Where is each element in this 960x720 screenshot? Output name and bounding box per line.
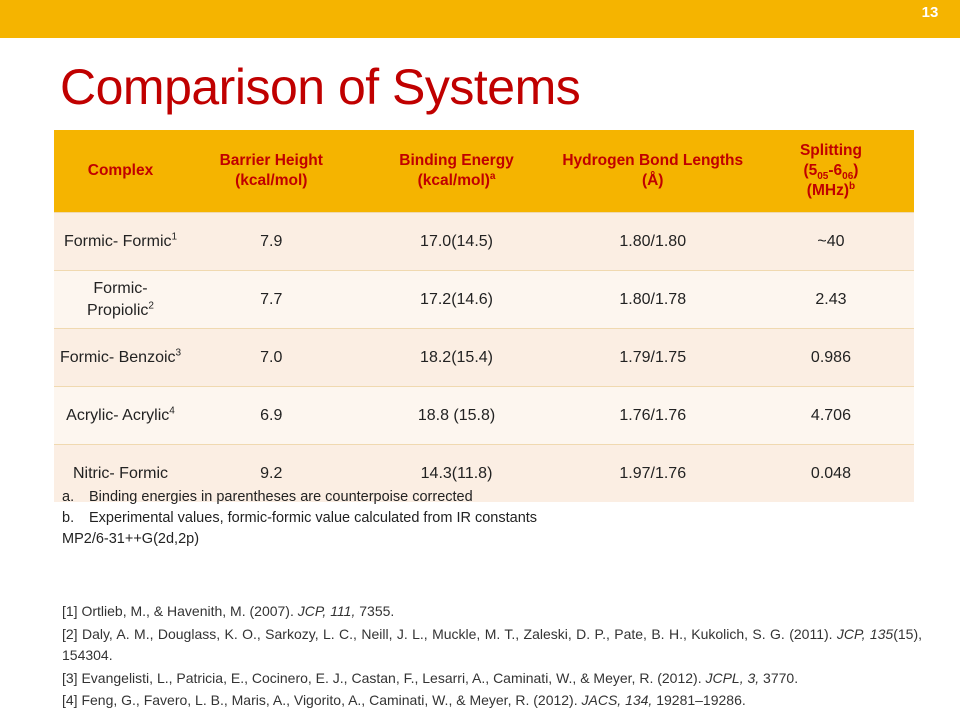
note-label: b. [62,510,75,526]
cell-hbond: 1.80/1.80 [557,212,748,271]
cell-splitting: 2.43 [747,270,914,329]
cell-barrier: 7.9 [187,212,356,271]
reference-item: [1] Ortlieb, M., & Havenith, M. (2007). … [62,603,395,619]
reference-item: [3] Evangelisti, L., Patricia, E., Cocin… [62,669,799,686]
header-splitting: Splitting (505-606) (MHz)b [747,130,914,213]
table-row: Formic- Propiolic2 7.7 17.2(14.6) 1.80/1… [54,270,914,329]
cell-barrier: 9.2 [187,444,356,502]
table-row: Acrylic- Acrylic4 6.9 18.8 (15.8) 1.76/1… [54,386,914,445]
cell-barrier: 7.7 [187,270,356,329]
table-notes: a. Binding energies in parentheses are c… [62,487,922,550]
cell-complex: Formic- Formic1 [54,212,188,271]
table-row: Formic- Formic1 7.9 17.0(14.5) 1.80/1.80… [54,212,914,271]
note-text: Experimental values, formic-formic value… [89,510,538,526]
cell-hbond: 1.97/1.76 [557,444,748,502]
comparison-table: Complex Barrier Height (kcal/mol) Bindin… [54,130,914,502]
cell-splitting: ~40 [747,212,914,271]
cell-hbond: 1.76/1.76 [557,386,748,445]
cell-splitting: 0.986 [747,328,914,387]
note-b: b. Experimental values, formic-formic va… [62,508,922,529]
references: [1] Ortlieb, M., & Havenith, M. (2007). … [62,601,922,713]
slide-number: 13 [921,4,939,21]
table-row: Formic- Benzoic3 7.0 18.2(15.4) 1.79/1.7… [54,328,914,387]
cell-complex: Formic- Benzoic3 [54,328,188,387]
cell-hbond: 1.80/1.78 [557,270,748,329]
cell-binding: 17.2(14.6) [355,270,558,329]
cell-hbond: 1.79/1.75 [557,328,748,387]
cell-barrier: 6.9 [187,386,356,445]
cell-binding: 18.2(15.4) [355,328,558,387]
table-header-row: Complex Barrier Height (kcal/mol) Bindin… [54,130,914,213]
method-label: MP2/6-31++G(2d,2p) [62,531,200,547]
cell-barrier: 7.0 [187,328,356,387]
cell-binding: 17.0(14.5) [355,212,558,271]
cell-splitting: 4.706 [747,386,914,445]
header-hydrogen-bond: Hydrogen Bond Lengths (Å) [557,130,748,213]
header-complex: Complex [54,130,188,213]
cell-splitting: 0.048 [747,444,914,502]
cell-complex: Acrylic- Acrylic4 [54,386,188,445]
header-binding-energy: Binding Energy (kcal/mol)a [355,130,558,213]
note-text: Binding energies in parentheses are coun… [89,489,473,505]
cell-binding: 18.8 (15.8) [355,386,558,445]
cell-complex: Formic- Propiolic2 [54,270,188,329]
table-row: Nitric- Formic 9.2 14.3(11.8) 1.97/1.76 … [54,444,914,502]
cell-binding: 14.3(11.8) [355,444,558,502]
reference-item: [2] Daly, A. M., Douglass, K. O., Sarkoz… [62,625,922,664]
page-title: Comparison of Systems [60,59,581,115]
note-label: a. [62,489,75,505]
note-a: a. Binding energies in parentheses are c… [62,487,922,508]
top-accent-bar: 13 [0,0,960,38]
header-barrier-height: Barrier Height (kcal/mol) [187,130,356,213]
cell-complex: Nitric- Formic [54,444,188,502]
reference-item: [4] Feng, G., Favero, L. B., Maris, A., … [62,692,746,708]
